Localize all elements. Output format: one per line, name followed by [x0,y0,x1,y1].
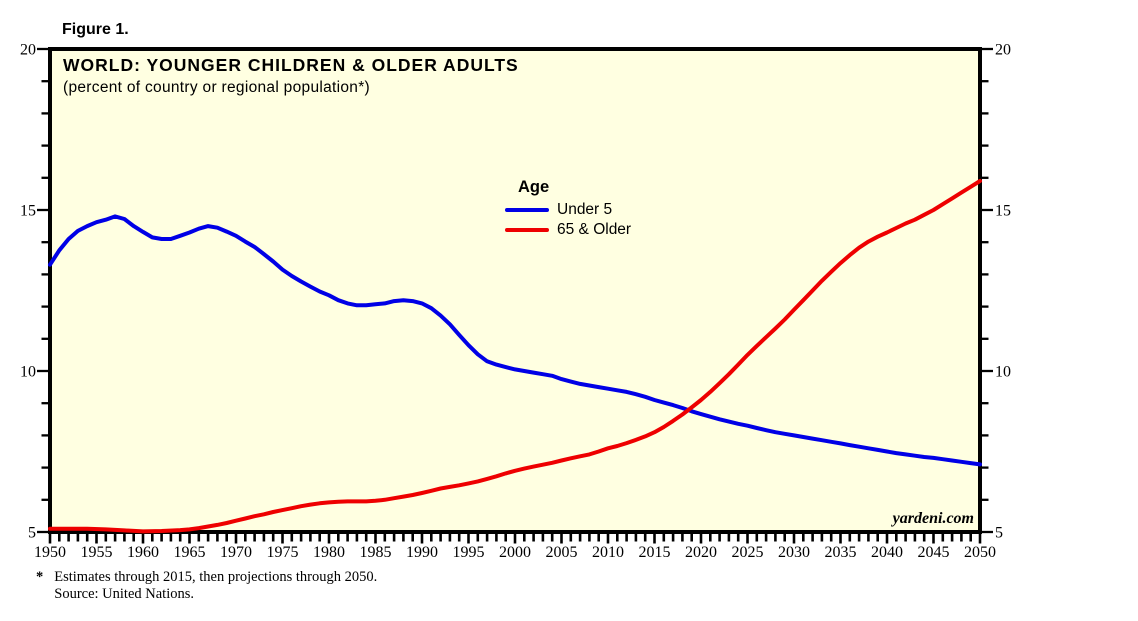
y-tick-label-right: 10 [995,364,1011,381]
footnote-line-1: Estimates through 2015, then projections… [54,569,378,585]
x-tick-label: 2035 [825,544,857,561]
x-tick-label: 1950 [34,544,66,561]
x-tick-label: 2050 [964,544,996,561]
y-tick-label-left: 15 [20,203,36,220]
x-tick-label: 2030 [778,544,810,561]
x-tick-label: 2025 [732,544,764,561]
footnote: * Estimates through 2015, then projectio… [36,569,377,602]
x-tick-label: 1985 [360,544,392,561]
legend-item-65-older: 65 & Older [505,220,631,240]
x-tick-label: 1955 [81,544,113,561]
legend-label-under-5: Under 5 [557,201,613,218]
footnote-line-2: Source: United Nations. [54,585,194,602]
y-tick-label-left: 10 [20,364,36,381]
chart-frame [48,47,982,534]
x-tick-label: 1970 [220,544,252,561]
y-tick-label-left: 20 [20,42,36,59]
chart-subtitle: (percent of country or regional populati… [63,79,371,96]
x-tick-label: 1980 [313,544,345,561]
legend-title: Age [518,178,550,196]
x-tick-label: 1990 [406,544,438,561]
figure-label: Figure 1. [62,21,129,38]
series-line-under-5 [48,214,982,467]
y-tick-label-right: 15 [995,203,1011,220]
x-tick-label: 2010 [592,544,624,561]
legend: Age Under 5 65 & Older [505,178,631,240]
x-tick-label: 2040 [871,544,903,561]
y-tick-label-right: 20 [995,42,1011,59]
series-line-65-older [48,179,982,534]
legend-swatch-65-older [505,227,549,233]
x-tick-label: 2000 [499,544,531,561]
legend-item-under-5: Under 5 [505,200,631,220]
chart-title: WORLD: YOUNGER CHILDREN & OLDER ADULTS [63,55,519,75]
footnote-marker: * [36,569,44,585]
legend-swatch-under-5 [505,207,549,213]
x-tick-label: 2015 [639,544,671,561]
y-tick-label-right: 5 [995,525,1003,542]
x-tick-label: 2045 [918,544,950,561]
x-tick-label: 2020 [685,544,717,561]
x-tick-label: 1995 [453,544,485,561]
yardeni-watermark: yardeni.com [892,510,974,527]
x-tick-label: 1960 [127,544,159,561]
legend-label-65-older: 65 & Older [557,221,632,238]
x-tick-label: 2005 [546,544,578,561]
y-tick-label-left: 5 [28,525,36,542]
x-tick-label: 1965 [174,544,206,561]
footnote-lines: Estimates through 2015, then projections… [54,569,377,602]
x-tick-label: 1975 [267,544,299,561]
